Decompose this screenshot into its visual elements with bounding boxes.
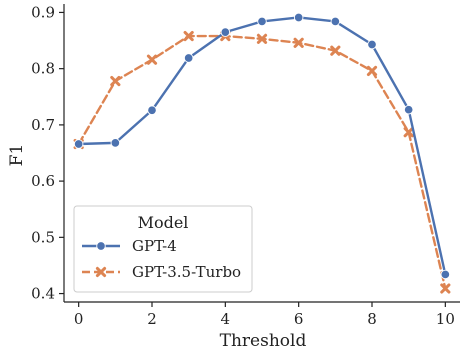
legend-item-gpt-3-5-turbo: GPT-3.5-Turbo: [82, 263, 241, 281]
y-tick-label: 0.7: [31, 116, 55, 134]
x-marker-stroke: [110, 75, 121, 87]
data-point-gpt-4: [183, 53, 194, 63]
x-marker-stroke: [256, 33, 268, 44]
x-marker-stroke: [293, 37, 304, 48]
data-point-gpt-4: [110, 138, 121, 148]
x-tick-label: 0: [74, 310, 84, 328]
x-tick-label: 6: [294, 310, 304, 328]
data-point-gpt-3-5-turbo: [330, 45, 341, 56]
y-axis-title: F1: [7, 144, 27, 167]
y-tick-label: 0.8: [31, 60, 55, 78]
x-marker-stroke: [403, 127, 414, 138]
y-tick-label: 0.9: [31, 3, 55, 21]
data-point-gpt-3-5-turbo: [293, 37, 304, 48]
data-point-gpt-4: [73, 139, 84, 149]
series-gpt-4: [73, 12, 451, 280]
y-tick-label: 0.6: [31, 172, 55, 190]
legend-item-gpt-4: GPT-4: [82, 237, 177, 255]
data-point-gpt-4: [293, 12, 304, 23]
legend-title: Model: [138, 213, 189, 232]
data-point-gpt-4: [147, 105, 157, 116]
legend-label-gpt-4: GPT-4: [132, 237, 177, 255]
data-point-gpt-4: [440, 269, 451, 280]
x-marker-stroke: [366, 65, 378, 77]
data-point-gpt-4: [367, 39, 377, 50]
x-marker-stroke: [440, 283, 451, 294]
data-series: [73, 12, 451, 294]
x-tick-label: 10: [436, 310, 455, 328]
legend-frame: [73, 205, 253, 293]
legend-marker-gpt-3-5-turbo: [95, 266, 107, 278]
legend-items: GPT-4 GPT-3.5-Turbo: [82, 237, 241, 281]
x-marker-stroke: [330, 45, 341, 56]
data-point-gpt-4: [330, 16, 341, 27]
x-tick-label: 8: [367, 310, 377, 328]
data-point-gpt-4: [220, 27, 231, 37]
data-point-gpt-4: [257, 16, 267, 27]
x-axis-title: Threshold: [220, 331, 307, 351]
data-point-gpt-4: [403, 104, 414, 115]
data-point-gpt-3-5-turbo: [366, 65, 378, 77]
legend: Model GPT-4 GPT-3.5-Turbo: [73, 205, 253, 293]
x-marker-stroke: [146, 54, 158, 65]
x-tick-label: 4: [221, 310, 231, 328]
legend-label-gpt-3-5-turbo: GPT-3.5-Turbo: [132, 263, 241, 281]
x-tick-label: 2: [147, 310, 157, 328]
x-marker-stroke: [95, 266, 107, 278]
data-point-gpt-3-5-turbo: [256, 33, 268, 44]
legend-marker-gpt-4: [96, 241, 106, 251]
tick-marks-and-labels: 0 2 4 6 8 10 0.4 0.5 0.6 0.7 0.8 0.9: [31, 3, 455, 328]
data-point-gpt-3-5-turbo: [403, 127, 414, 138]
y-tick-label: 0.4: [31, 285, 55, 303]
x-marker-stroke: [183, 30, 194, 42]
data-point-gpt-3-5-turbo: [183, 30, 194, 42]
data-point-gpt-3-5-turbo: [146, 54, 158, 65]
axes: [63, 4, 460, 303]
data-point-gpt-3-5-turbo: [440, 283, 451, 294]
data-point-gpt-3-5-turbo: [110, 75, 121, 87]
y-tick-label: 0.5: [31, 228, 55, 246]
